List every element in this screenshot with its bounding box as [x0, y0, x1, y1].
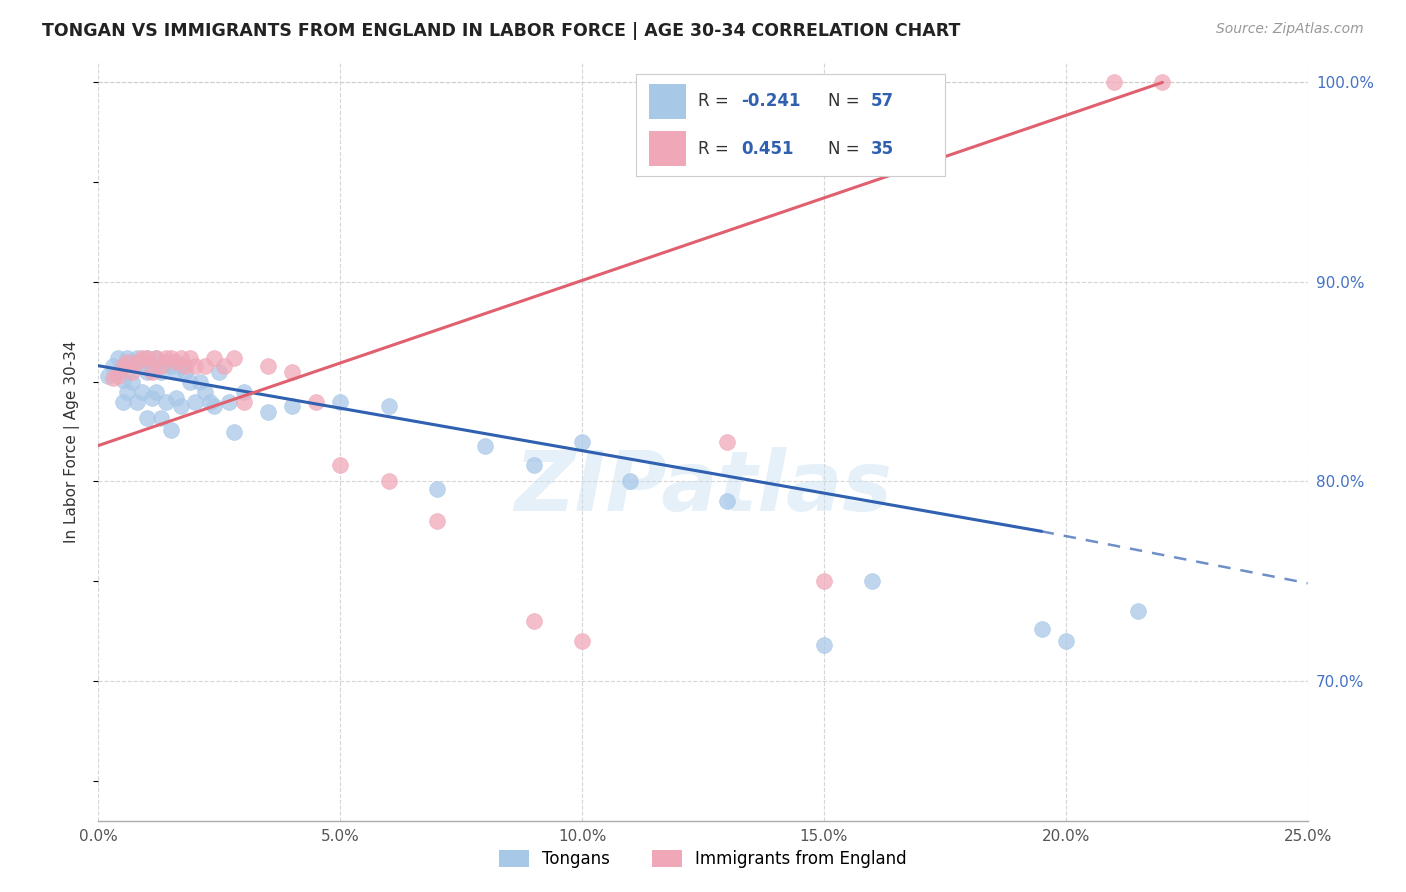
Point: [184, 394, 207, 409]
Point: [135, 410, 157, 425]
Point: [107, 365, 129, 379]
Point: [111, 373, 134, 387]
Point: [101, 370, 124, 384]
Point: [329, 458, 352, 473]
Point: [150, 365, 173, 379]
Point: [97, 368, 120, 383]
Point: [377, 399, 399, 413]
Point: [107, 368, 129, 383]
Point: [188, 375, 211, 389]
Point: [127, 351, 149, 365]
Point: [127, 355, 149, 369]
Point: [169, 359, 191, 373]
Point: [716, 434, 738, 449]
Text: TONGAN VS IMMIGRANTS FROM ENGLAND IN LABOR FORCE | AGE 30-34 CORRELATION CHART: TONGAN VS IMMIGRANTS FROM ENGLAND IN LAB…: [42, 22, 960, 40]
Point: [150, 359, 173, 373]
Point: [111, 394, 134, 409]
Point: [101, 359, 124, 373]
Point: [131, 359, 153, 373]
Y-axis label: In Labor Force | Age 30-34: In Labor Force | Age 30-34: [63, 340, 80, 543]
Point: [131, 351, 153, 365]
Text: Source: ZipAtlas.com: Source: ZipAtlas.com: [1216, 22, 1364, 37]
Point: [121, 365, 143, 379]
Point: [208, 365, 231, 379]
Point: [155, 394, 177, 409]
Point: [813, 638, 835, 652]
Point: [194, 359, 217, 373]
Point: [145, 384, 167, 399]
Point: [117, 384, 139, 399]
Point: [1152, 75, 1174, 89]
Point: [165, 365, 187, 379]
Point: [121, 355, 143, 369]
Point: [426, 483, 449, 497]
Point: [141, 359, 163, 373]
Point: [212, 359, 235, 373]
Point: [232, 394, 254, 409]
Point: [160, 351, 183, 365]
Point: [135, 351, 157, 365]
Point: [127, 394, 149, 409]
Point: [174, 365, 197, 379]
Point: [426, 514, 449, 528]
Point: [474, 438, 496, 452]
Point: [1031, 622, 1053, 636]
Point: [232, 384, 254, 399]
Point: [571, 434, 593, 449]
Point: [218, 394, 240, 409]
Point: [121, 375, 143, 389]
Point: [155, 351, 177, 365]
Point: [194, 384, 217, 399]
Point: [198, 394, 221, 409]
Point: [184, 359, 207, 373]
Point: [305, 394, 328, 409]
Point: [145, 351, 167, 365]
Point: [141, 365, 163, 379]
Point: [204, 399, 226, 413]
Point: [523, 458, 546, 473]
Point: [174, 359, 197, 373]
Text: ZIPatlas: ZIPatlas: [515, 447, 891, 527]
Point: [204, 351, 226, 365]
Point: [1128, 604, 1150, 618]
Point: [141, 391, 163, 405]
Point: [107, 351, 129, 365]
Point: [1102, 75, 1125, 89]
Point: [222, 425, 245, 439]
Point: [281, 365, 304, 379]
Point: [860, 574, 883, 589]
Point: [813, 574, 835, 589]
Point: [179, 375, 201, 389]
Point: [281, 399, 304, 413]
Point: [619, 475, 641, 489]
Point: [150, 410, 173, 425]
Point: [160, 423, 183, 437]
Point: [169, 399, 191, 413]
Point: [377, 475, 399, 489]
Point: [160, 359, 183, 373]
Point: [571, 634, 593, 648]
Point: [155, 355, 177, 369]
Point: [222, 351, 245, 365]
Point: [111, 359, 134, 373]
Point: [1054, 634, 1077, 648]
Point: [135, 365, 157, 379]
Point: [329, 394, 352, 409]
Point: [117, 355, 139, 369]
Point: [169, 351, 191, 365]
Point: [131, 384, 153, 399]
Point: [165, 391, 187, 405]
Point: [165, 355, 187, 369]
Point: [179, 351, 201, 365]
Point: [256, 404, 278, 418]
Point: [716, 494, 738, 508]
Legend: Tongans, Immigrants from England: Tongans, Immigrants from England: [492, 843, 914, 875]
Point: [145, 351, 167, 365]
Point: [523, 614, 546, 628]
Point: [256, 359, 278, 373]
Point: [117, 351, 139, 365]
Point: [135, 351, 157, 365]
